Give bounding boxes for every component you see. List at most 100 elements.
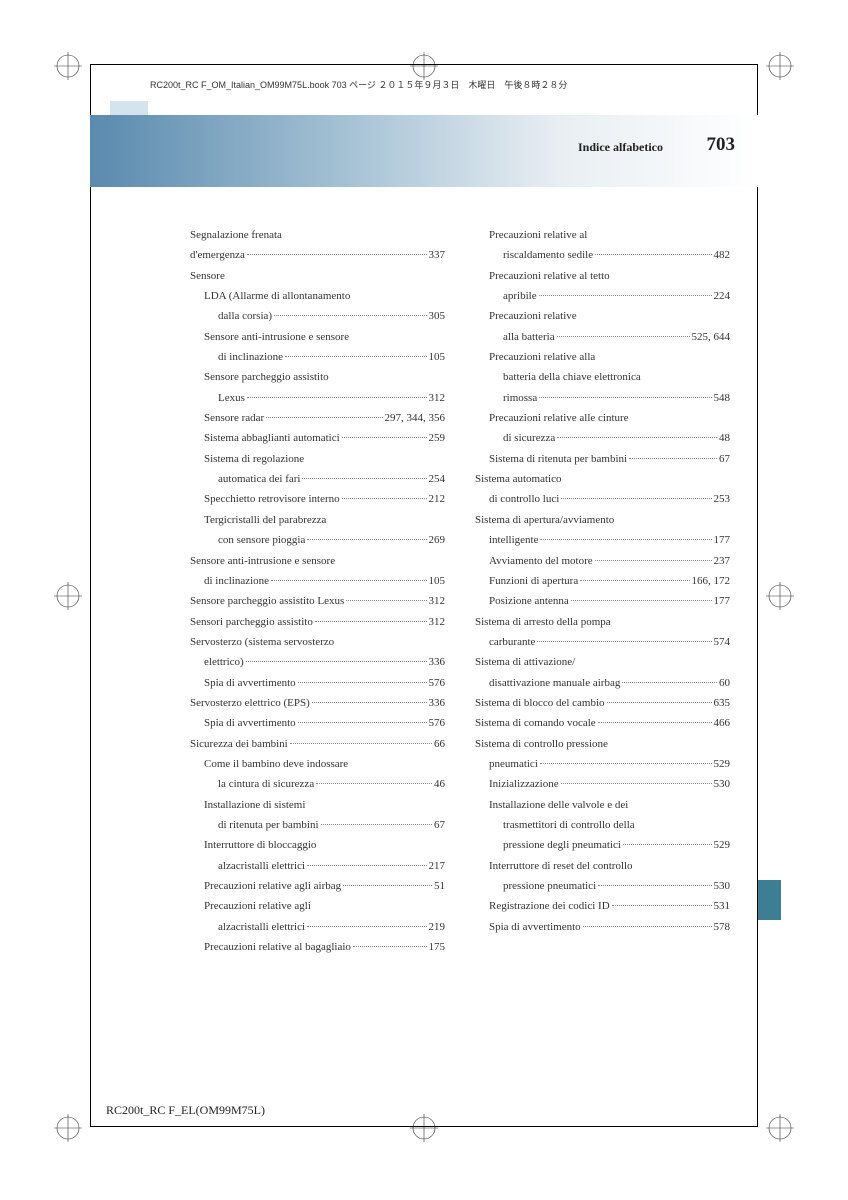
index-entry: di inclinazione105 (190, 347, 445, 367)
entry-page: 177 (714, 530, 731, 550)
index-entry: riscaldamento sedile482 (475, 245, 730, 265)
index-entry: Posizione antenna 177 (475, 591, 730, 611)
entry-page: 529 (714, 754, 731, 774)
entry-label: Sensori parcheggio assistito (190, 612, 313, 632)
index-entry: Sensore (190, 266, 445, 286)
entry-label: disattivazione manuale airbag (489, 673, 620, 693)
index-entry: apribile224 (475, 286, 730, 306)
leader-dots (622, 682, 717, 683)
entry-label: Precauzioni relative alle cinture (489, 408, 629, 428)
entry-label: Sensore parcheggio assistito (204, 367, 329, 387)
leader-dots (290, 743, 432, 744)
entry-page: 67 (719, 449, 730, 469)
leader-dots (598, 722, 712, 723)
entry-page: 177 (714, 591, 731, 611)
leader-dots (607, 702, 712, 703)
leader-dots (285, 356, 426, 357)
entry-label: Sistema automatico (475, 469, 561, 489)
index-entry: Precauzioni relative agli (190, 896, 445, 916)
header-title: Indice alfabetico (578, 140, 663, 155)
crop-mark-br (766, 1114, 794, 1142)
entry-label: Installazione delle valvole e dei (489, 795, 628, 815)
leader-dots (247, 254, 427, 255)
index-entry: intelligente 177 (475, 530, 730, 550)
leader-dots (571, 600, 712, 601)
entry-label: Sicurezza dei bambini (190, 734, 288, 754)
entry-label: Precauzioni relative (489, 306, 577, 326)
entry-label: Sensore radar (204, 408, 264, 428)
entry-label: pressione degli pneumatici (503, 835, 621, 855)
entry-label: Segnalazione frenata (190, 225, 282, 245)
index-entry: di ritenuta per bambini67 (190, 815, 445, 835)
leader-dots (342, 498, 427, 499)
index-entry: Precauzioni relative agli airbag51 (190, 876, 445, 896)
entry-page: 312 (429, 612, 446, 632)
entry-page: 312 (429, 388, 446, 408)
leader-dots (315, 621, 427, 622)
index-entry: carburante 574 (475, 632, 730, 652)
index-entry: pressione degli pneumatici 529 (475, 835, 730, 855)
leader-dots (307, 926, 426, 927)
entry-page: 66 (434, 734, 445, 754)
leader-dots (298, 682, 427, 683)
entry-label: di controllo luci (489, 489, 559, 509)
entry-label: Avviamento del motore (489, 551, 593, 571)
entry-page: 237 (714, 551, 731, 571)
leader-dots (557, 336, 690, 337)
index-entry: Sensore parcheggio assistito (190, 367, 445, 387)
entry-page: 51 (434, 876, 445, 896)
index-entry: Tergicristalli del parabrezza (190, 510, 445, 530)
entry-page: 574 (714, 632, 731, 652)
index-entry: Spia di avvertimento576 (190, 673, 445, 693)
entry-page: 529 (714, 835, 731, 855)
index-entry: rimossa548 (475, 388, 730, 408)
leader-dots (537, 641, 711, 642)
entry-page: 166, 172 (692, 571, 731, 591)
index-entry: Interruttore di reset del controllo (475, 856, 730, 876)
entry-label: Interruttore di reset del controllo (489, 856, 633, 876)
entry-label: Precauzioni relative agli (204, 896, 311, 916)
entry-label: d'emergenza (190, 245, 245, 265)
index-entry: la cintura di sicurezza 46 (190, 774, 445, 794)
crop-info-text: RC200t_RC F_OM_Italian_OM99M75L.book 703… (150, 78, 567, 91)
leader-dots (266, 417, 382, 418)
leader-dots (539, 397, 711, 398)
entry-label: Sistema di controllo pressione (475, 734, 608, 754)
entry-page: 46 (434, 774, 445, 794)
index-entry: Sicurezza dei bambini 66 (190, 734, 445, 754)
page-number: 703 (707, 134, 736, 156)
crop-mark-mr (766, 582, 794, 610)
entry-label: Precauzioni relative al tetto (489, 266, 610, 286)
index-entry: Avviamento del motore 237 (475, 551, 730, 571)
leader-dots (540, 763, 712, 764)
index-entry: di sicurezza48 (475, 428, 730, 448)
index-entry: Installazione di sistemi (190, 795, 445, 815)
entry-page: 548 (714, 388, 731, 408)
side-tab (758, 880, 781, 920)
entry-label: Posizione antenna (489, 591, 569, 611)
index-entry: Sistema di comando vocale466 (475, 713, 730, 733)
entry-label: intelligente (489, 530, 538, 550)
entry-label: Precauzioni relative al bagagliaio (204, 937, 351, 957)
leader-dots (540, 539, 711, 540)
entry-label: carburante (489, 632, 535, 652)
crop-mark-bl (54, 1114, 82, 1142)
entry-label: Sensore anti-intrusione e sensore (190, 551, 335, 571)
index-entry: Specchietto retrovisore interno212 (190, 489, 445, 509)
entry-label: LDA (Allarme di allontanamento (204, 286, 350, 306)
entry-page: 531 (714, 896, 731, 916)
entry-label: Sensore parcheggio assistito Lexus (190, 591, 344, 611)
entry-label: la cintura di sicurezza (218, 774, 314, 794)
entry-label: Funzioni di apertura (489, 571, 578, 591)
entry-page: 254 (429, 469, 446, 489)
entry-label: Spia di avvertimento (204, 673, 296, 693)
entry-page: 48 (719, 428, 730, 448)
entry-page: 312 (429, 591, 446, 611)
index-entry: LDA (Allarme di allontanamento (190, 286, 445, 306)
index-entry: Sistema automatico (475, 469, 730, 489)
index-entry: trasmettitori di controllo della (475, 815, 730, 835)
leader-dots (623, 844, 712, 845)
index-entry: d'emergenza337 (190, 245, 445, 265)
leader-dots (612, 905, 712, 906)
entry-label: Sistema abbaglianti automatici (204, 428, 340, 448)
